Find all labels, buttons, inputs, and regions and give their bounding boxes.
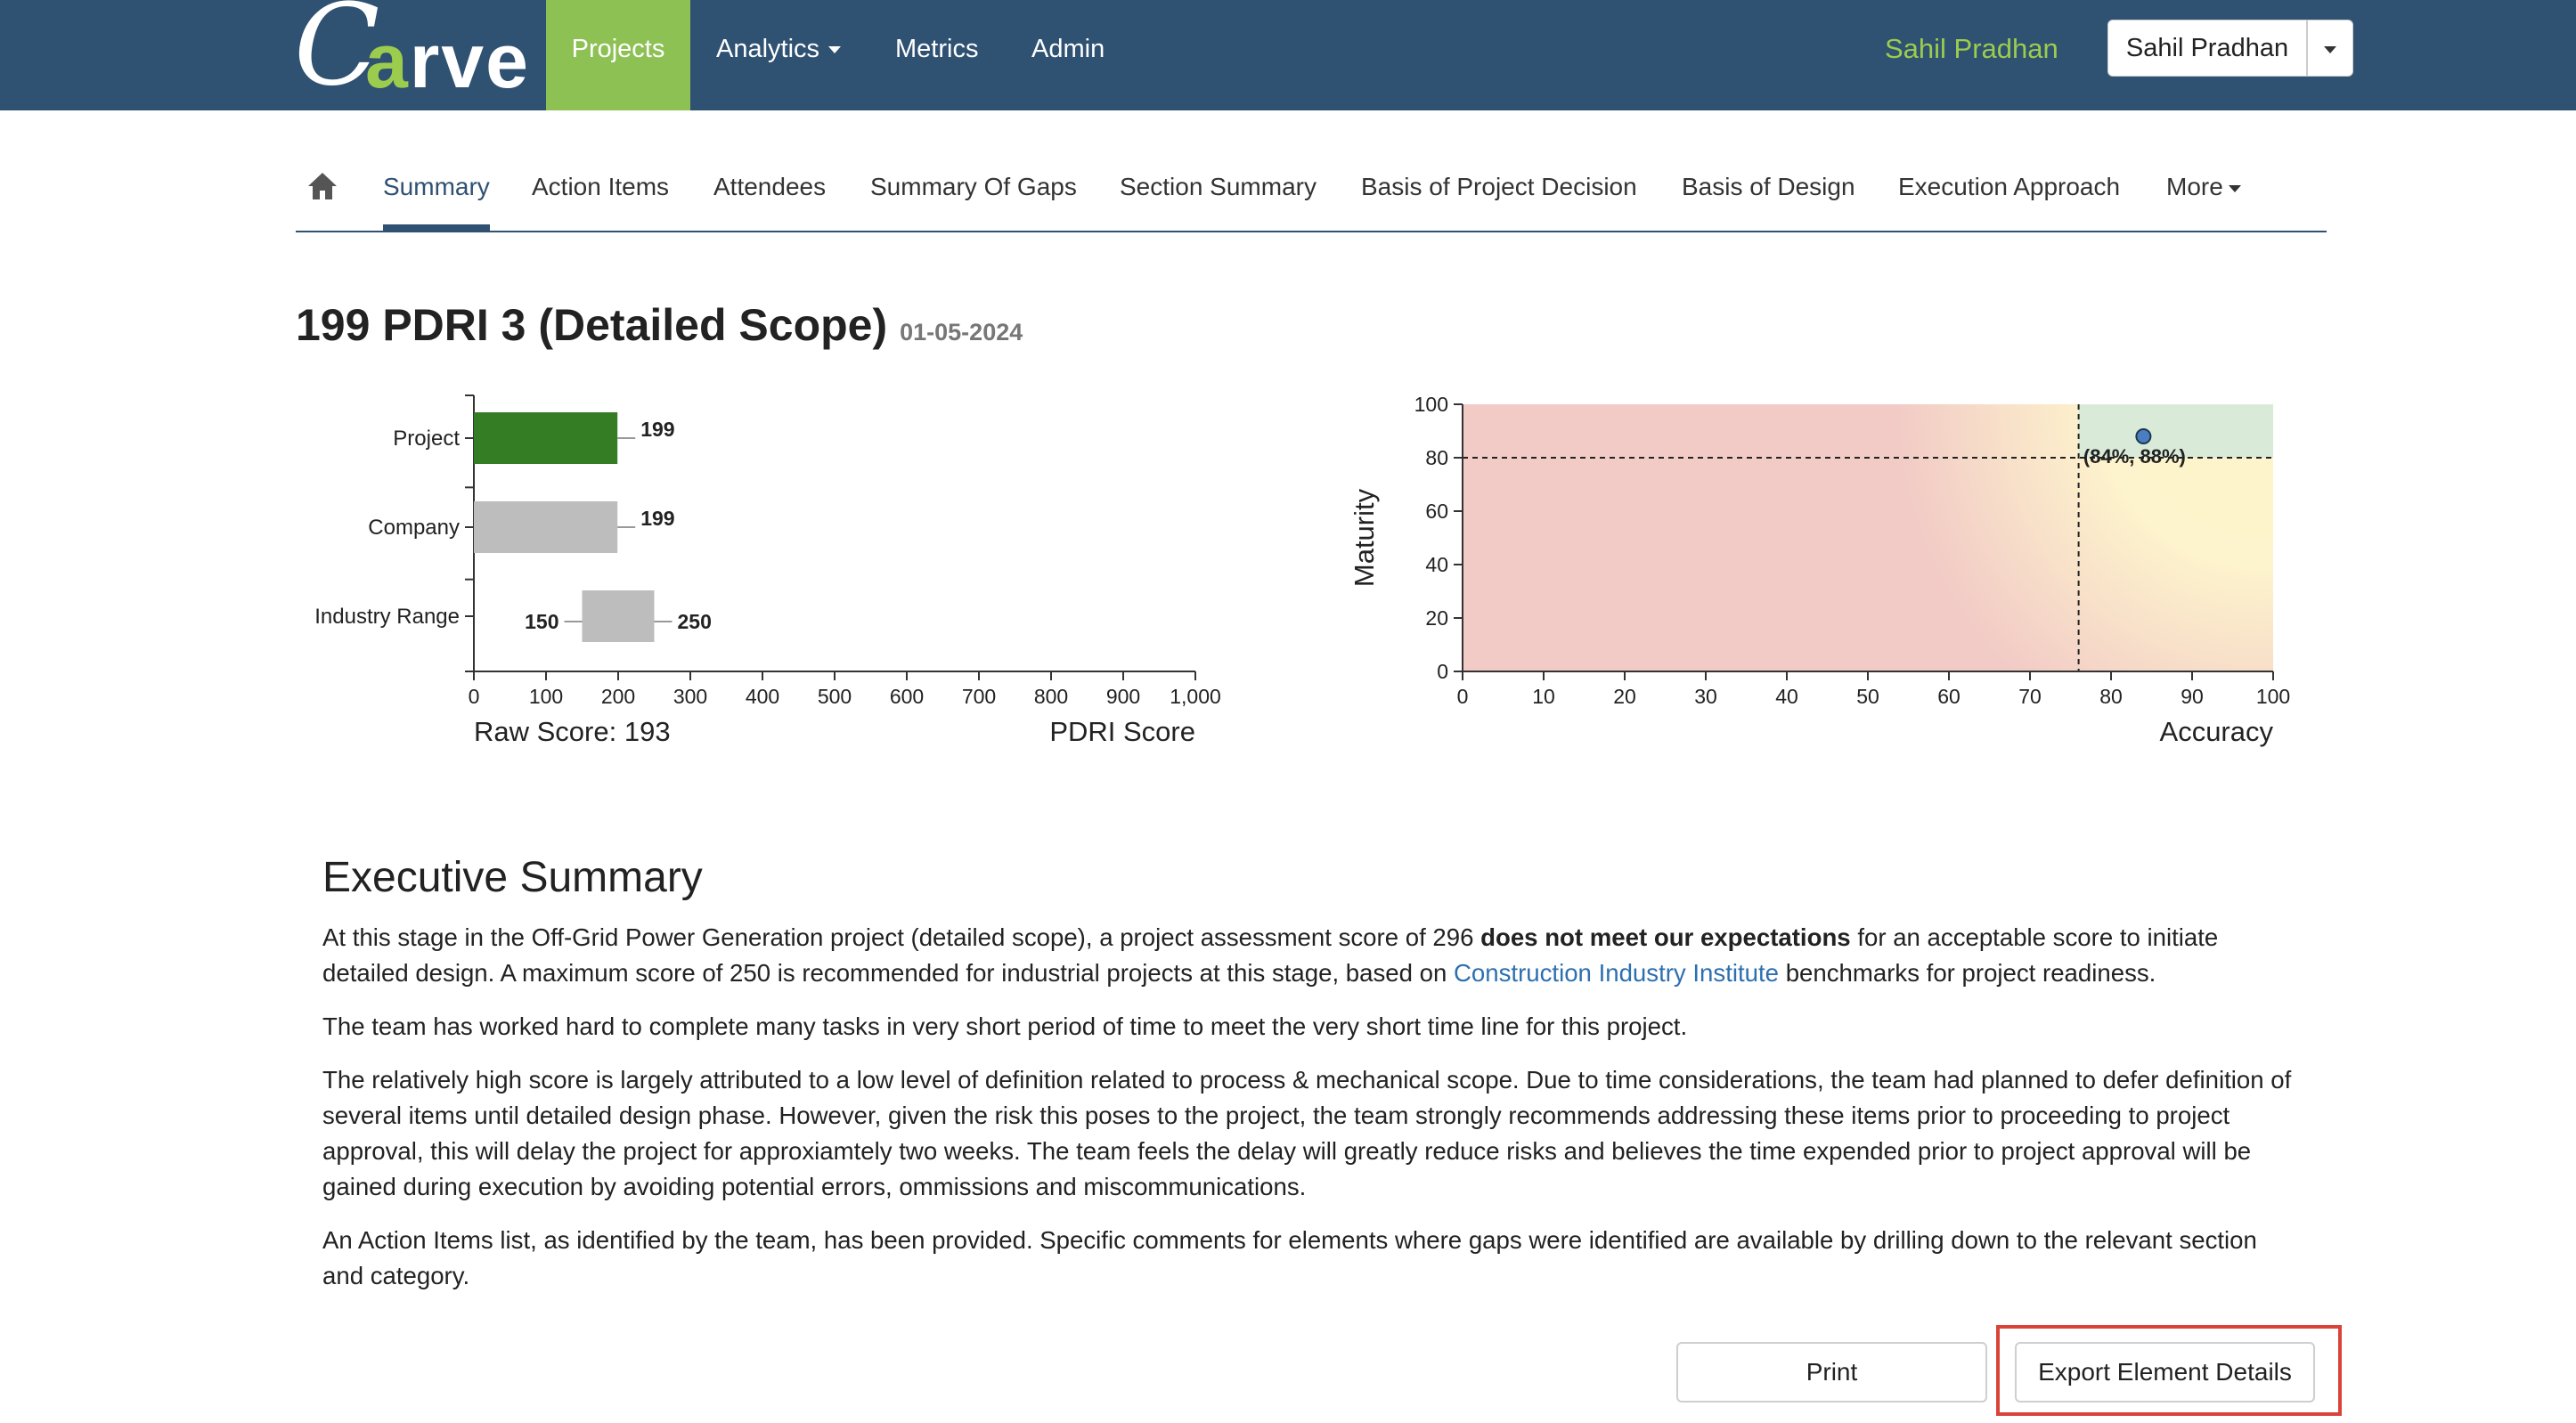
x-tick-label: 100 [529,685,563,708]
tab-basis-of-project-decision[interactable]: Basis of Project Decision [1361,173,1637,200]
x-tick-label: 70 [2018,685,2042,708]
nav-projects[interactable]: Projects [546,0,690,110]
cii-link[interactable]: Construction Industry Institute [1454,959,1780,987]
x-tick-label: 100 [2256,685,2290,708]
x-tick-label: 60 [1937,685,1961,708]
top-navbar: C arve Projects Analytics Metrics Admin … [0,0,2576,110]
x-tick-label: 0 [469,685,480,708]
export-element-details-button[interactable]: Export Element Details [2015,1342,2315,1403]
x-tick-label: 1,000 [1170,685,1221,708]
x-tick-label: 700 [962,685,996,708]
y-tick-label: 60 [1425,500,1448,523]
x-tick-label: 80 [2099,685,2123,708]
x-tick-label: 10 [1532,685,1555,708]
category-label: Industry Range [314,605,460,629]
x-tick-label: 30 [1694,685,1717,708]
x-tick-label: 900 [1106,685,1140,708]
y-tick-label: 80 [1425,446,1448,469]
chevron-down-icon [2228,184,2241,192]
user-name-link[interactable]: Sahil Pradhan [1885,33,2058,64]
tab-action-items[interactable]: Action Items [532,173,670,200]
nav-admin[interactable]: Admin [1031,35,1105,63]
summary-paragraph-3: The relatively high score is largely att… [322,1066,2292,1200]
x-tick-label: 400 [746,685,779,708]
summary-paragraph-1: At this stage in the Off-Grid Power Gene… [322,923,2219,987]
category-label: Project [393,427,460,451]
chevron-down-icon [828,46,842,54]
y-tick-label: 100 [1414,393,1448,416]
print-button[interactable]: Print [1676,1342,1987,1403]
page-title: 199 PDRI 3 (Detailed Scope) 01-05-2024 [296,300,1023,350]
executive-summary: Executive Summary At this stage in the O… [322,853,2300,1312]
carve-logo[interactable]: C arve [294,0,528,110]
bar [582,590,655,642]
nav-metrics[interactable]: Metrics [895,35,979,63]
x-tick-label: 500 [818,685,852,708]
tab-summary-of-gaps[interactable]: Summary Of Gaps [870,173,1077,200]
nav-analytics[interactable]: Analytics [716,0,842,110]
tab-more[interactable]: More [2166,166,2241,219]
tab-execution-approach[interactable]: Execution Approach [1898,173,2121,200]
executive-summary-heading: Executive Summary [322,854,703,901]
active-tab-indicator [383,224,490,231]
x-tick-label: 600 [890,685,924,708]
x-tick-label: 50 [1856,685,1879,708]
summary-paragraph-2: The team has worked hard to complete man… [322,1012,1688,1040]
raw-score-label: Raw Score: 193 [474,716,671,747]
category-label: Company [368,516,460,540]
logo-wordmark: arve [365,19,530,104]
logo-letter-c: C [294,0,380,110]
x-tick-label: 20 [1613,685,1636,708]
bar-value-label: 199 [640,507,674,530]
accuracy-maturity-chart: 0 10 20 30 40 50 60 70 80 90 100 0 20 40 60 80 100 (84%, … [1349,393,2290,747]
bar-value-label: 199 [640,418,674,441]
y-tick-label: 40 [1425,553,1448,576]
bar [474,412,618,464]
range-end-label: 250 [678,610,712,633]
x-tick-label: 200 [601,685,635,708]
x-tick-label: 90 [2181,685,2204,708]
tab-basis-of-design[interactable]: Basis of Design [1682,173,1855,200]
x-tick-label: 0 [1457,685,1469,708]
pdri-score-bar-chart: Project 199 Company 199 Industry Range 150 250… [314,394,1221,747]
x-tick-label: 300 [673,685,707,708]
x-axis-title: PDRI Score [1049,716,1195,747]
highlight-box [1996,1325,2342,1416]
high-readiness-zone [2078,404,2273,458]
y-tick-label: 0 [1437,660,1448,683]
assessment-date: 01-05-2024 [900,319,1023,346]
y-tick-label: 20 [1425,606,1448,630]
tab-summary[interactable]: Summary [383,173,490,200]
tab-attendees[interactable]: Attendees [713,173,827,200]
point-label: (84%, 88%) [2083,445,2186,468]
x-tick-label: 800 [1034,685,1068,708]
assessment-point[interactable] [2135,428,2152,444]
summary-paragraph-4: An Action Items list, as identified by t… [322,1226,2257,1289]
x-tick-label: 40 [1775,685,1798,708]
range-start-label: 150 [525,610,558,633]
tabs-divider [296,231,2327,232]
chevron-down-icon [2324,46,2336,53]
y-axis-title: Maturity [1349,488,1380,587]
user-menu-button[interactable]: Sahil Pradhan [2107,20,2307,77]
x-axis-title: Accuracy [2160,716,2274,747]
home-icon[interactable] [306,171,338,201]
bar [474,501,618,553]
tab-section-summary[interactable]: Section Summary [1120,173,1317,200]
user-menu-toggle[interactable] [2307,20,2353,77]
